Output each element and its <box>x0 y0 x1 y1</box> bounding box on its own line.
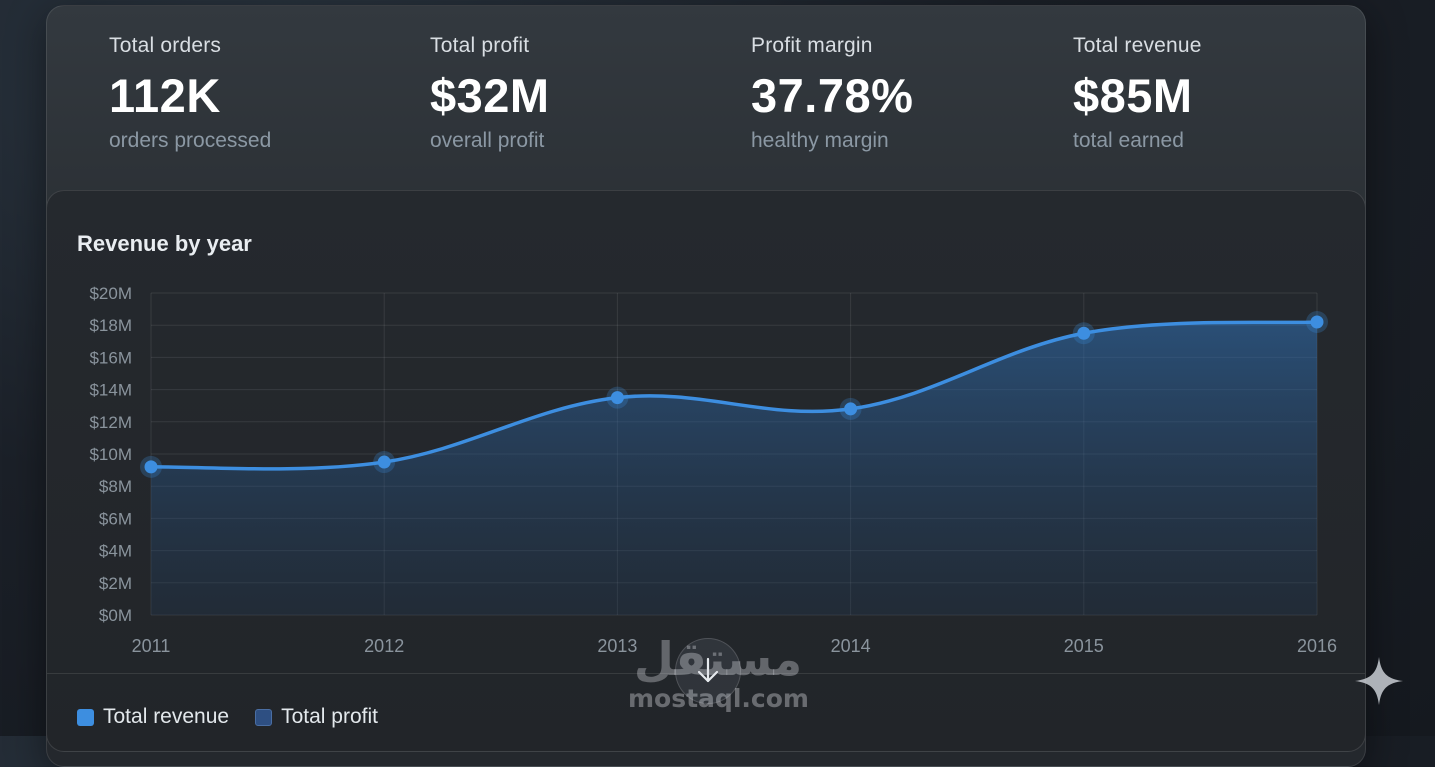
kpi-profit-margin: Profit margin 37.78% healthy margin <box>751 34 1051 153</box>
data-point <box>377 455 391 469</box>
y-tick-label: $14M <box>89 381 132 400</box>
chart-legend: Total revenue Total profit <box>77 705 404 729</box>
y-tick-label: $20M <box>89 284 132 303</box>
y-tick-label: $2M <box>99 574 132 593</box>
revenue-line-chart: $0M $2M $4M $6M $8M $10M $12M $14M $16M $18M $20M 2… <box>89 284 1337 656</box>
kpi-total-orders: Total orders 112K orders processed <box>109 34 409 153</box>
x-tick-label: 2015 <box>1064 636 1104 656</box>
kpi-label: Total profit <box>430 34 530 57</box>
y-tick-label: $16M <box>89 348 132 367</box>
y-tick-label: $6M <box>99 509 132 528</box>
y-tick-label: $4M <box>99 542 132 561</box>
legend-swatch <box>255 708 273 726</box>
data-point <box>144 460 158 474</box>
kpi-label: Profit margin <box>751 34 873 57</box>
scroll-down-button[interactable] <box>675 638 741 704</box>
kpi-total-revenue: Total revenue $85M total earned <box>1073 34 1373 153</box>
legend-label: Total profit <box>281 705 378 728</box>
data-point <box>844 402 858 416</box>
y-tick-label: $12M <box>89 413 132 432</box>
x-tick-label: 2014 <box>831 636 871 656</box>
legend-item-total-revenue[interactable]: Total revenue <box>77 705 229 729</box>
y-tick-label: $10M <box>89 445 132 464</box>
legend-label: Total revenue <box>103 705 230 728</box>
kpi-row: Total orders 112K orders processed Total… <box>47 6 1365 191</box>
y-tick-label: $8M <box>99 477 132 496</box>
revenue-line <box>149 320 1319 471</box>
kpi-value: $85M <box>1073 69 1193 122</box>
data-point <box>1310 315 1324 329</box>
arrow-down-icon <box>697 657 719 683</box>
chart-title: Revenue by year <box>77 231 252 256</box>
data-point <box>610 391 624 405</box>
kpi-subtext: healthy margin <box>751 129 889 152</box>
x-tick-label: 2016 <box>1297 636 1337 656</box>
x-tick-label: 2013 <box>597 636 637 656</box>
y-tick-label: $18M <box>89 316 132 335</box>
sparkle-icon <box>1355 657 1403 705</box>
legend-swatch <box>77 708 94 726</box>
kpi-label: Total revenue <box>1073 34 1202 57</box>
legend-item-total-profit[interactable]: Total profit <box>255 705 378 729</box>
revenue-area <box>151 321 1317 615</box>
x-tick-label: 2012 <box>364 636 404 656</box>
kpi-total-profit: Total profit $32M overall profit <box>430 34 730 153</box>
kpi-subtext: total earned <box>1073 129 1184 152</box>
x-tick-label: 2011 <box>132 636 171 656</box>
data-point <box>1077 326 1091 340</box>
kpi-label: Total orders <box>109 34 222 57</box>
kpi-value: 37.78% <box>751 69 914 122</box>
kpi-value: $32M <box>430 69 550 122</box>
kpi-subtext: overall profit <box>430 129 545 152</box>
revenue-chart-card: Revenue by year $0M $2M $4M $6M $8M $10M $12M $… <box>46 190 1366 752</box>
y-tick-label: $0M <box>99 606 132 625</box>
kpi-value: 112K <box>109 69 221 122</box>
kpi-subtext: orders processed <box>109 129 272 152</box>
